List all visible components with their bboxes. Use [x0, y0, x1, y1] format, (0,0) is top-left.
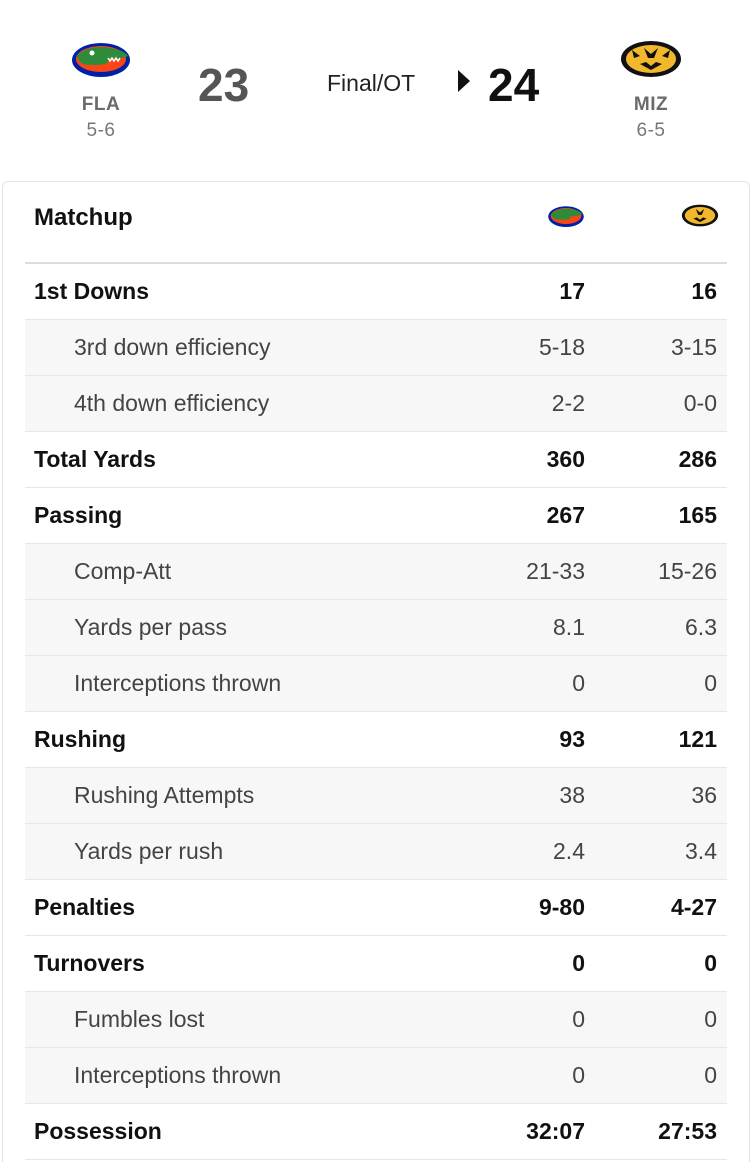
away-team-record: 5-6	[86, 120, 116, 141]
stat-label: Turnovers	[34, 950, 145, 976]
home-stat-value: 0	[704, 670, 717, 696]
table-row: Fumbles lost 0 0	[25, 992, 727, 1048]
stat-label: Possession	[34, 1118, 162, 1144]
away-stat-value: 0	[572, 950, 585, 976]
table-row: Rushing 93 121	[25, 712, 727, 768]
game-status: Final/OT	[327, 70, 416, 96]
away-stat-value: 93	[559, 726, 585, 752]
stat-label: Yards per pass	[74, 614, 227, 640]
away-stat-value: 267	[546, 502, 585, 528]
away-stat-value: 2-2	[551, 390, 585, 416]
home-stat-value: 15-26	[658, 558, 717, 584]
stat-label: Interceptions thrown	[74, 1062, 282, 1088]
home-stat-value: 3.4	[685, 838, 717, 864]
home-team-abbr: MIZ	[633, 94, 669, 115]
scoreboard-header: FLA 5-6 23 Final/OT 24 MIZ 6-5	[0, 0, 750, 180]
matchup-header: Matchup	[25, 182, 727, 264]
stat-label: Yards per rush	[74, 838, 224, 864]
away-stat-value: 8.1	[553, 614, 585, 640]
stat-label: Total Yards	[34, 446, 156, 472]
away-team-abbr: FLA	[81, 94, 121, 115]
home-stat-value: 0	[704, 1006, 717, 1032]
tiger-logo-icon[interactable]	[620, 40, 682, 78]
away-stat-value: 360	[546, 446, 585, 472]
away-stat-value: 5-18	[538, 334, 585, 360]
away-stat-value: 17	[559, 278, 585, 304]
home-stat-value: 4-27	[670, 894, 717, 920]
stat-label: Comp-Att	[74, 558, 172, 584]
gator-logo-icon[interactable]	[70, 38, 132, 80]
table-row: Comp-Att 21-33 15-26	[25, 544, 727, 600]
away-stat-value: 0	[572, 1062, 585, 1088]
table-row: 3rd down efficiency 5-18 3-15	[25, 320, 727, 376]
away-stat-value: 0	[572, 670, 585, 696]
table-row: Penalties 9-80 4-27	[25, 880, 727, 936]
home-stat-value: 6.3	[685, 614, 717, 640]
stat-label: Interceptions thrown	[74, 670, 282, 696]
away-stat-value: 9-80	[538, 894, 585, 920]
table-row: Interceptions thrown 0 0	[25, 1048, 727, 1104]
table-row: Turnovers 0 0	[25, 936, 727, 992]
table-row: Rushing Attempts 38 36	[25, 768, 727, 824]
table-row: Possession 32:07 27:53	[25, 1104, 727, 1160]
home-team-record: 6-5	[636, 120, 666, 141]
stat-label: 1st Downs	[34, 278, 150, 304]
home-stat-value: 16	[691, 278, 717, 304]
winner-arrow-icon	[458, 70, 470, 92]
away-stat-value: 38	[559, 782, 585, 808]
away-stat-value: 21-33	[526, 558, 585, 584]
away-stat-value: 32:07	[526, 1118, 585, 1144]
matchup-card: Matchup 1st Downs 17 16 3rd down efficiency…	[2, 181, 750, 1162]
stat-label: Penalties	[34, 894, 135, 920]
stat-label: Passing	[34, 502, 123, 528]
table-row: Yards per pass 8.1 6.3	[25, 600, 727, 656]
tiger-logo-icon	[681, 204, 719, 232]
home-score: 24	[488, 59, 540, 111]
stat-label: Fumbles lost	[74, 1006, 205, 1032]
stat-label: 4th down efficiency	[74, 390, 270, 416]
stats-table: 1st Downs 17 16 3rd down efficiency 5-18 3-15…	[25, 264, 727, 1160]
away-score: 23	[198, 59, 250, 111]
stat-label: Rushing	[34, 726, 126, 752]
home-stat-value: 121	[678, 726, 717, 752]
gator-logo-icon	[547, 203, 585, 234]
matchup-title: Matchup	[34, 204, 133, 231]
table-row: Yards per rush 2.4 3.4	[25, 824, 727, 880]
table-row: 1st Downs 17 16	[25, 264, 727, 320]
table-row: 4th down efficiency 2-2 0-0	[25, 376, 727, 432]
home-stat-value: 0-0	[683, 390, 717, 416]
away-stat-value: 0	[572, 1006, 585, 1032]
stat-label: Rushing Attempts	[74, 782, 255, 808]
table-row: Total Yards 360 286	[25, 432, 727, 488]
home-stat-value: 36	[691, 782, 717, 808]
home-stat-value: 0	[704, 1062, 717, 1088]
home-stat-value: 3-15	[670, 334, 717, 360]
home-stat-value: 27:53	[658, 1118, 717, 1144]
stat-label: 3rd down efficiency	[74, 334, 271, 360]
table-row: Passing 267 165	[25, 488, 727, 544]
home-stat-value: 165	[678, 502, 717, 528]
home-stat-value: 286	[678, 446, 717, 472]
home-stat-value: 0	[704, 950, 717, 976]
away-stat-value: 2.4	[553, 838, 585, 864]
table-row: Interceptions thrown 0 0	[25, 656, 727, 712]
